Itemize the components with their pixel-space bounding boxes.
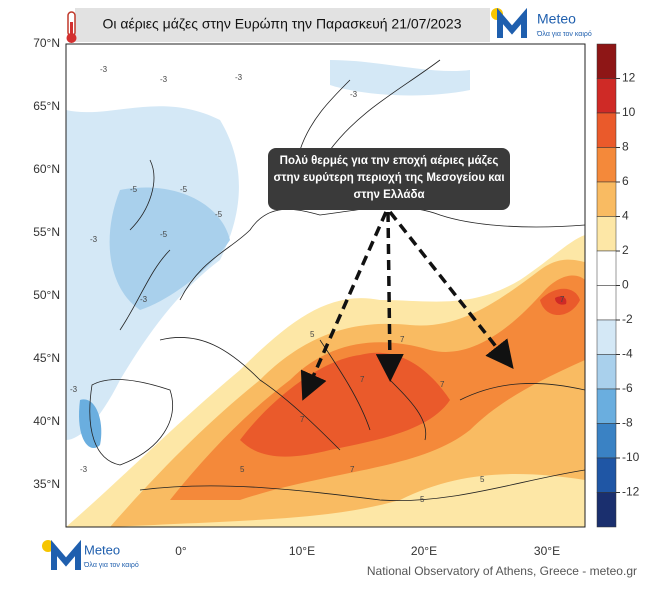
thermometer-icon — [66, 11, 77, 43]
annotation-wrap: Πολύ θερμές για την εποχή αέριες μάζες σ… — [273, 155, 505, 201]
contour-label: -5 — [130, 185, 138, 194]
colorbar-label: 4 — [622, 209, 629, 223]
contour-label: 7 — [560, 295, 565, 304]
logo-name: Meteo — [537, 11, 576, 27]
logo-bottom: Meteo Όλα για τον καιρό — [42, 539, 139, 570]
colorbar-bin — [596, 388, 617, 424]
colorbar-bin — [596, 43, 617, 79]
lat-label: 70°N — [33, 36, 60, 50]
lon-label: 10°E — [289, 544, 315, 558]
colorbar-label: -8 — [622, 416, 633, 430]
contour-label: 7 — [400, 335, 405, 344]
lat-labels: 70°N 65°N 60°N 55°N 50°N 45°N 40°N 35°N — [33, 36, 60, 491]
colorbar-label: 8 — [622, 140, 629, 154]
contour-label: 5 — [480, 475, 485, 484]
contour-label: 7 — [360, 375, 365, 384]
lat-label: 35°N — [33, 477, 60, 491]
lat-label: 65°N — [33, 99, 60, 113]
colorbar-label: 12 — [622, 71, 636, 85]
colorbar-bin — [596, 457, 617, 493]
colorbar-bin — [596, 319, 617, 355]
contour-label: -5 — [160, 230, 168, 239]
colorbar-label: -4 — [622, 347, 633, 361]
colorbar-bin — [596, 285, 617, 321]
contour-label: -3 — [80, 465, 88, 474]
colorbar-bin — [596, 147, 617, 183]
colorbar-label: -12 — [622, 485, 640, 499]
colorbar-label: 2 — [622, 243, 629, 257]
lat-label: 55°N — [33, 225, 60, 239]
lat-label: 60°N — [33, 162, 60, 176]
contour-label: -3 — [160, 75, 168, 84]
logo-tagline: Όλα για τον καιρό — [83, 561, 139, 569]
contour-label: -3 — [235, 73, 243, 82]
colorbar-label: 0 — [622, 278, 629, 292]
contour-label: 7 — [300, 415, 305, 424]
lon-label: 0° — [175, 544, 187, 558]
contour-label: -3 — [140, 295, 148, 304]
contour-label: -3 — [70, 385, 78, 394]
contour-label: 7 — [350, 465, 355, 474]
lon-label: 30°E — [534, 544, 560, 558]
arrows — [300, 210, 514, 401]
contour-label: -3 — [350, 90, 358, 99]
map-frame — [65, 43, 586, 528]
contour-label: 5 — [420, 495, 425, 504]
colorbar-label: 10 — [622, 105, 636, 119]
contour-label: 5 — [240, 465, 245, 474]
contour-label: -3 — [90, 235, 98, 244]
contour-label: 7 — [440, 380, 445, 389]
colorbar-bin — [596, 216, 617, 252]
contour-label: -5 — [215, 210, 223, 219]
contour-labels: -3 -3 -3 -3 -5 -5 -5 -3 -3 -5 -3 5 7 7 7 7 5 7 5 7 5 -3 — [70, 65, 565, 504]
map-area — [66, 44, 585, 527]
logo-name: Meteo — [84, 542, 120, 557]
colorbar-label: -6 — [622, 381, 633, 395]
colorbar-bin — [596, 423, 617, 459]
colorbar-bin — [596, 78, 617, 114]
colorbar-label: -10 — [622, 450, 640, 464]
lat-label: 40°N — [33, 414, 60, 428]
colorbar-label: 6 — [622, 174, 629, 188]
contour-label: -5 — [180, 185, 188, 194]
lat-label: 45°N — [33, 351, 60, 365]
colorbar-bin — [596, 112, 617, 148]
logo-top: Meteo Όλα για τον καιρό — [491, 7, 592, 38]
annotation-box — [268, 148, 510, 210]
lon-label: 20°E — [411, 544, 437, 558]
colorbar-bin — [596, 250, 617, 286]
contour-label: -3 — [100, 65, 108, 74]
contour-label: 5 — [310, 330, 315, 339]
colorbar-bin — [596, 492, 617, 528]
annotation: Πολύ θερμές για την εποχή αέριες μάζες σ… — [273, 155, 505, 201]
lat-label: 50°N — [33, 288, 60, 302]
title-box — [75, 8, 490, 42]
colorbar-label: -2 — [622, 312, 633, 326]
colorbar-bin — [596, 181, 617, 217]
colorbar-bin — [596, 354, 617, 390]
lon-labels: 0° 10°E 20°E 30°E — [175, 544, 560, 558]
footer: National Observatory of Athens, Greece -… — [367, 564, 637, 578]
logo-tagline: Όλα για τον καιρό — [536, 30, 592, 38]
title: Οι αέριες μάζες στην Ευρώπη την Παρασκευ… — [102, 16, 461, 32]
colorbar: 12 10 8 6 4 2 0 -2 -4 -6 -8 -10 -12 — [596, 43, 640, 528]
